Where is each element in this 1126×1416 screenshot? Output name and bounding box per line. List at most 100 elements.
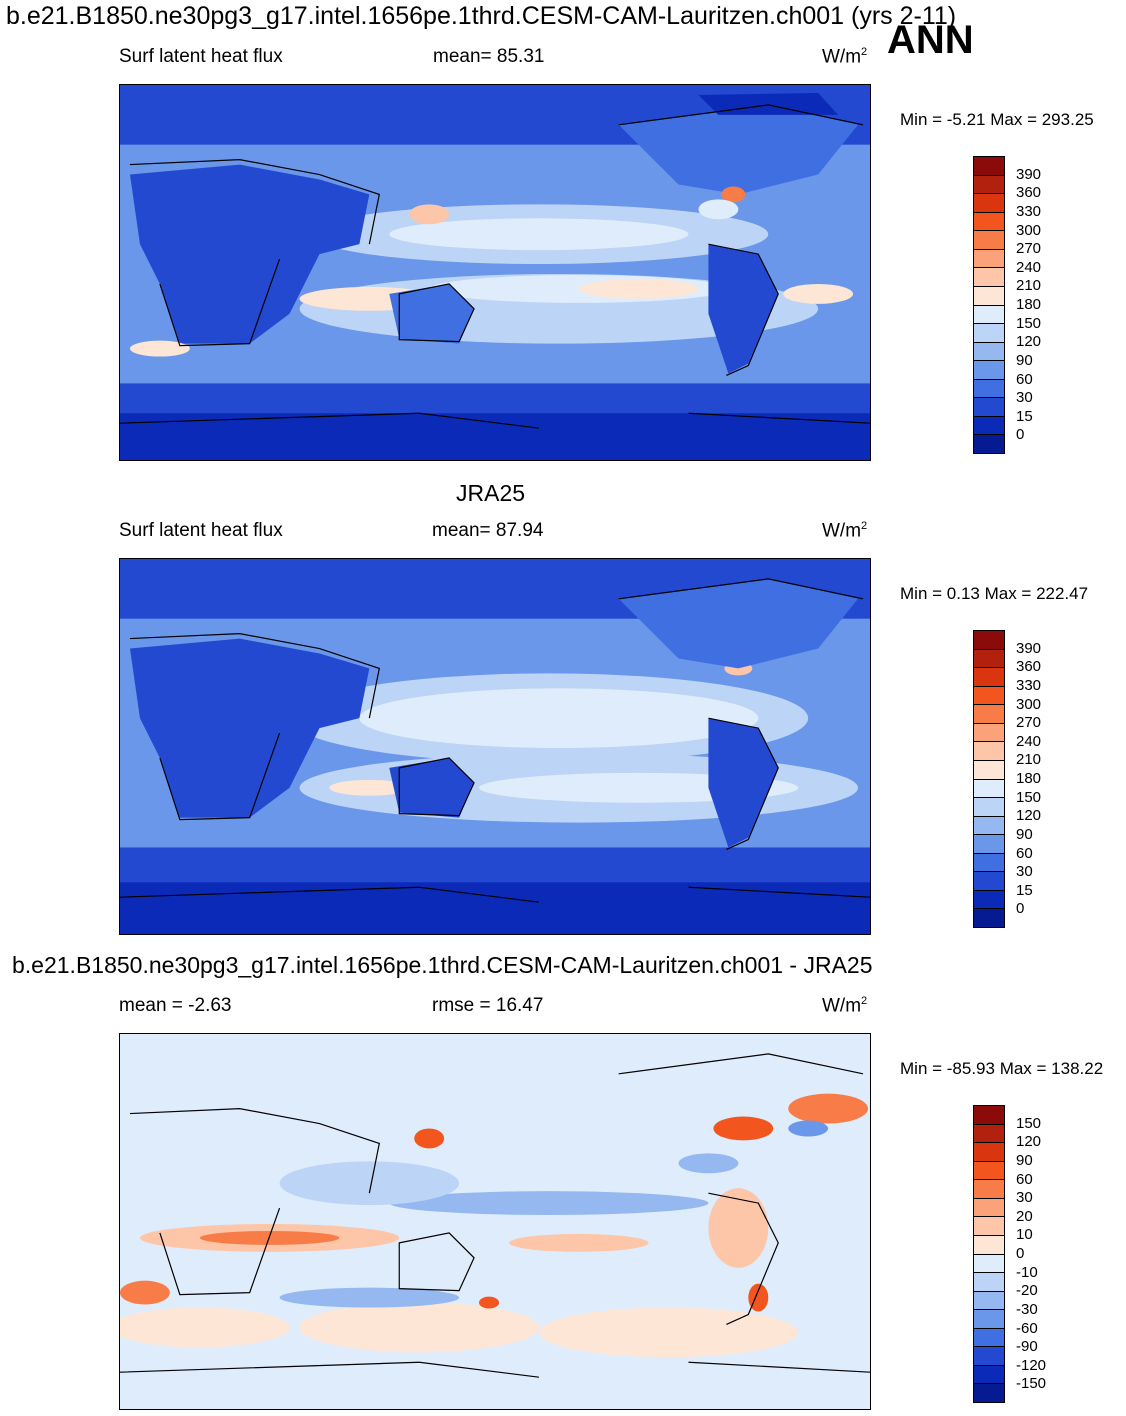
colorbar-box [974, 1254, 1004, 1274]
colorbar-tick-label: -20 [1016, 1282, 1038, 1300]
panel3-map [119, 1033, 871, 1410]
colorbar-box [974, 835, 1004, 854]
colorbar-tick-label: 270 [1016, 240, 1042, 258]
colorbar-box [974, 779, 1004, 799]
colorbar-tick-label: 60 [1016, 1170, 1033, 1188]
panel3-colorbar-labels: 150 120 90 60 30 20 10 0 -10 -20 -30 -60 -90 -120 -150 [1016, 1105, 1076, 1403]
colorbar-tick-label: 0 [1016, 900, 1025, 918]
colorbar-tick-label: 180 [1016, 296, 1042, 313]
panel1-map-svg [120, 85, 870, 460]
colorbar-box [974, 816, 1004, 836]
colorbar-tick-label: 330 [1016, 202, 1042, 220]
panel1-colorbar [973, 156, 1005, 454]
colorbar-box [974, 1273, 1004, 1292]
colorbar-tick-label: 330 [1016, 676, 1042, 694]
panel1-mean-label: mean= 85.31 [433, 46, 545, 67]
colorbar-box [974, 1291, 1004, 1311]
colorbar-box [974, 157, 1004, 176]
colorbar-box [974, 1217, 1004, 1236]
colorbar-box [974, 723, 1004, 743]
colorbar-tick-label: 120 [1016, 807, 1042, 825]
colorbar-tick-label: 0 [1016, 426, 1025, 444]
colorbar-box [974, 231, 1004, 250]
colorbar-tick-label: 30 [1016, 1189, 1033, 1207]
colorbar-tick-label: -120 [1016, 1356, 1047, 1374]
panel2-map [119, 558, 871, 935]
panel3-map-svg [120, 1034, 870, 1409]
colorbar-box [974, 1106, 1004, 1125]
colorbar-tick-label: 210 [1016, 751, 1042, 769]
colorbar-tick-label: 240 [1016, 732, 1042, 750]
colorbar-box [974, 631, 1004, 650]
colorbar-tick-label: 60 [1016, 844, 1033, 862]
figure-title: b.e21.B1850.ne30pg3_g17.intel.1656pe.1th… [6, 2, 957, 30]
colorbar-tick-label: 15 [1016, 407, 1033, 425]
colorbar-box [974, 361, 1004, 380]
colorbar-tick-label: -150 [1016, 1375, 1047, 1393]
colorbar-tick-label: 90 [1016, 1151, 1033, 1169]
colorbar-box [974, 398, 1004, 417]
colorbar-box [974, 686, 1004, 706]
colorbar-tick-label: 90 [1016, 825, 1033, 843]
colorbar-box [974, 435, 1004, 453]
colorbar-box [974, 1143, 1004, 1162]
colorbar-tick-label: 0 [1016, 1245, 1025, 1262]
colorbar-box [974, 1310, 1004, 1329]
colorbar-box [974, 249, 1004, 269]
panel1-map [119, 84, 871, 461]
panel2-mean-label: mean= 87.94 [432, 520, 544, 541]
colorbar-box [974, 649, 1004, 669]
colorbar-tick-label: 270 [1016, 714, 1042, 732]
panel2-map-svg [120, 559, 870, 934]
colorbar-box [974, 1347, 1004, 1366]
panel2-title: JRA25 [456, 480, 526, 506]
colorbar-box [974, 212, 1004, 232]
season-label: ANN [887, 18, 974, 62]
colorbar-box [974, 286, 1004, 306]
panel2-variable-label: Surf latent heat flux [119, 520, 283, 541]
colorbar-box [974, 890, 1004, 910]
colorbar-box [974, 1124, 1004, 1144]
colorbar-tick-label: 210 [1016, 277, 1042, 295]
colorbar-box [974, 705, 1004, 724]
panel3-minmax: Min = -85.93 Max = 138.22 [900, 1059, 1104, 1078]
colorbar-tick-label: 300 [1016, 695, 1042, 713]
colorbar-tick-label: 390 [1016, 165, 1042, 183]
colorbar-box [974, 268, 1004, 287]
colorbar-tick-label: -10 [1016, 1263, 1038, 1281]
colorbar-tick-label: 360 [1016, 184, 1042, 202]
colorbar-tick-label: -30 [1016, 1300, 1038, 1318]
panel1-units: W/m2 [822, 46, 868, 68]
colorbar-tick-label: 120 [1016, 333, 1042, 351]
panel2-minmax: Min = 0.13 Max = 222.47 [900, 584, 1089, 603]
colorbar-tick-label: 300 [1016, 221, 1042, 239]
panel3-units: W/m2 [822, 995, 868, 1017]
panel3-title: b.e21.B1850.ne30pg3_g17.intel.1656pe.1th… [12, 952, 873, 978]
colorbar-tick-label: 90 [1016, 351, 1033, 369]
colorbar-tick-label: 150 [1016, 1114, 1042, 1132]
panel3-rmse-label: rmse = 16.47 [432, 995, 544, 1016]
colorbar-box [974, 305, 1004, 325]
colorbar-box [974, 1365, 1004, 1385]
colorbar-box [974, 194, 1004, 213]
colorbar-tick-label: 120 [1016, 1133, 1042, 1151]
colorbar-box [974, 853, 1004, 873]
colorbar-box [974, 1180, 1004, 1199]
colorbar-box [974, 416, 1004, 436]
panel3-mean-label: mean = -2.63 [119, 995, 232, 1016]
colorbar-box [974, 668, 1004, 687]
colorbar-box [974, 1328, 1004, 1348]
colorbar-box [974, 342, 1004, 362]
colorbar-box [974, 1198, 1004, 1218]
colorbar-tick-label: 10 [1016, 1226, 1033, 1244]
colorbar-tick-label: 150 [1016, 788, 1042, 806]
colorbar-tick-label: 30 [1016, 863, 1033, 881]
colorbar-tick-label: 240 [1016, 258, 1042, 276]
panel1-variable-label: Surf latent heat flux [119, 46, 283, 67]
colorbar-box [974, 909, 1004, 927]
colorbar-tick-label: 180 [1016, 770, 1042, 787]
colorbar-tick-label: -90 [1016, 1338, 1038, 1356]
colorbar-box [974, 760, 1004, 780]
colorbar-box [974, 379, 1004, 399]
colorbar-box [974, 742, 1004, 761]
